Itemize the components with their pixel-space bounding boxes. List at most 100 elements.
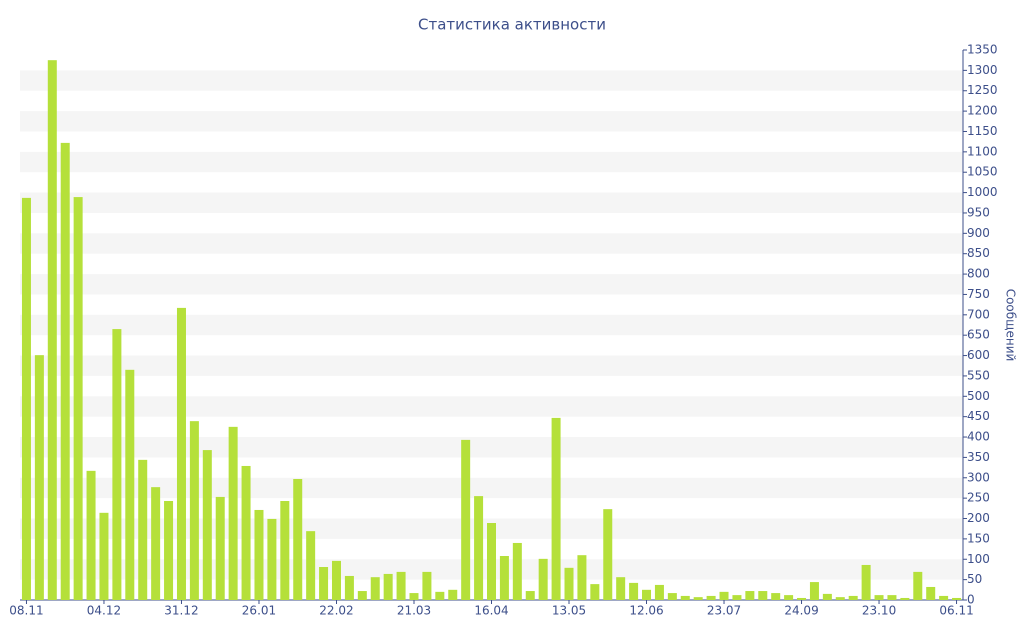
y-tick-label: 1300 bbox=[967, 63, 998, 77]
bar bbox=[370, 577, 380, 600]
x-tick-label: 24.09 bbox=[784, 604, 818, 618]
y-tick-label: 1050 bbox=[967, 165, 998, 179]
y-tick-label: 400 bbox=[967, 430, 990, 444]
bar bbox=[758, 591, 768, 600]
y-tick-label: 350 bbox=[967, 450, 990, 464]
bar bbox=[125, 369, 135, 600]
x-tick-label: 04.12 bbox=[87, 604, 121, 618]
grid-band bbox=[20, 355, 963, 376]
bar bbox=[99, 512, 109, 600]
y-tick-label: 1150 bbox=[967, 124, 998, 138]
y-tick-label: 550 bbox=[967, 368, 990, 382]
bar bbox=[189, 421, 199, 600]
bar bbox=[732, 595, 742, 600]
y-tick-label: 0 bbox=[967, 593, 975, 607]
y-tick-label: 700 bbox=[967, 307, 990, 321]
bar bbox=[603, 509, 613, 600]
bar bbox=[784, 595, 794, 600]
y-tick-label: 750 bbox=[967, 287, 990, 301]
bar bbox=[913, 571, 923, 600]
bar bbox=[848, 595, 858, 600]
bar bbox=[693, 597, 703, 600]
x-tick-label: 23.10 bbox=[862, 604, 896, 618]
bar bbox=[138, 459, 148, 600]
bar bbox=[396, 571, 406, 600]
bar bbox=[422, 571, 432, 600]
y-tick-label: 800 bbox=[967, 267, 990, 281]
x-tick-label: 16.04 bbox=[474, 604, 508, 618]
bar bbox=[60, 142, 70, 600]
bar bbox=[835, 597, 845, 600]
bar bbox=[771, 593, 781, 600]
y-tick-label: 1200 bbox=[967, 104, 998, 118]
bar bbox=[215, 496, 225, 600]
bar bbox=[616, 577, 626, 600]
bar bbox=[512, 542, 522, 600]
grid-band bbox=[20, 70, 963, 91]
bar bbox=[344, 575, 354, 600]
y-tick-label: 950 bbox=[967, 205, 990, 219]
bar bbox=[280, 501, 290, 600]
bar bbox=[474, 496, 484, 600]
bar bbox=[706, 595, 716, 600]
bar bbox=[86, 470, 96, 600]
bar bbox=[176, 307, 186, 600]
grid-band bbox=[20, 192, 963, 213]
x-tick-label: 08.11 bbox=[9, 604, 43, 618]
bar bbox=[306, 531, 316, 600]
grid-band bbox=[20, 437, 963, 458]
bar bbox=[487, 523, 496, 600]
bar bbox=[47, 60, 57, 601]
grid-band bbox=[20, 274, 963, 295]
bar bbox=[629, 582, 639, 600]
y-tick-label: 1100 bbox=[967, 144, 998, 158]
bar bbox=[654, 584, 664, 600]
y-axis-title: Сообщений bbox=[1004, 289, 1018, 362]
y-tick-label: 650 bbox=[967, 328, 990, 342]
y-tick-label: 150 bbox=[967, 531, 990, 545]
bar bbox=[926, 586, 936, 600]
y-tick-label: 450 bbox=[967, 409, 990, 423]
x-tick-label: 26.01 bbox=[242, 604, 276, 618]
x-tick-label: 06.11 bbox=[939, 604, 973, 618]
y-tick-label: 200 bbox=[967, 511, 990, 525]
bar bbox=[267, 518, 277, 600]
y-tick-label: 600 bbox=[967, 348, 990, 362]
bar bbox=[680, 595, 690, 600]
bar bbox=[809, 582, 819, 600]
x-tick-label: 31.12 bbox=[164, 604, 198, 618]
bar bbox=[642, 589, 652, 600]
y-tick-label: 50 bbox=[967, 572, 982, 586]
bar bbox=[241, 465, 251, 600]
bar bbox=[874, 595, 884, 600]
y-tick-label: 100 bbox=[967, 552, 990, 566]
bar bbox=[383, 573, 393, 600]
x-tick-label: 13.05 bbox=[552, 604, 586, 618]
grid-band bbox=[20, 314, 963, 336]
bar bbox=[797, 597, 807, 600]
bar bbox=[73, 197, 83, 600]
x-tick-label: 12.06 bbox=[629, 604, 663, 618]
bar bbox=[319, 567, 329, 600]
x-tick-label: 23.07 bbox=[707, 604, 741, 618]
bar bbox=[667, 593, 677, 600]
bar bbox=[952, 597, 962, 600]
bar bbox=[861, 564, 871, 600]
grid-band bbox=[20, 396, 963, 417]
bar bbox=[228, 426, 238, 600]
bar bbox=[435, 591, 445, 600]
bar bbox=[254, 509, 264, 600]
bar bbox=[564, 567, 574, 600]
bar bbox=[164, 501, 174, 600]
bar bbox=[577, 555, 587, 600]
x-tick-label: 22.02 bbox=[319, 604, 353, 618]
bar bbox=[202, 450, 212, 600]
bar bbox=[538, 558, 548, 600]
y-tick-label: 1000 bbox=[967, 185, 998, 199]
bar bbox=[357, 591, 367, 600]
bar bbox=[331, 560, 341, 600]
bar bbox=[34, 355, 44, 600]
bar bbox=[499, 556, 509, 600]
bar bbox=[590, 584, 600, 600]
